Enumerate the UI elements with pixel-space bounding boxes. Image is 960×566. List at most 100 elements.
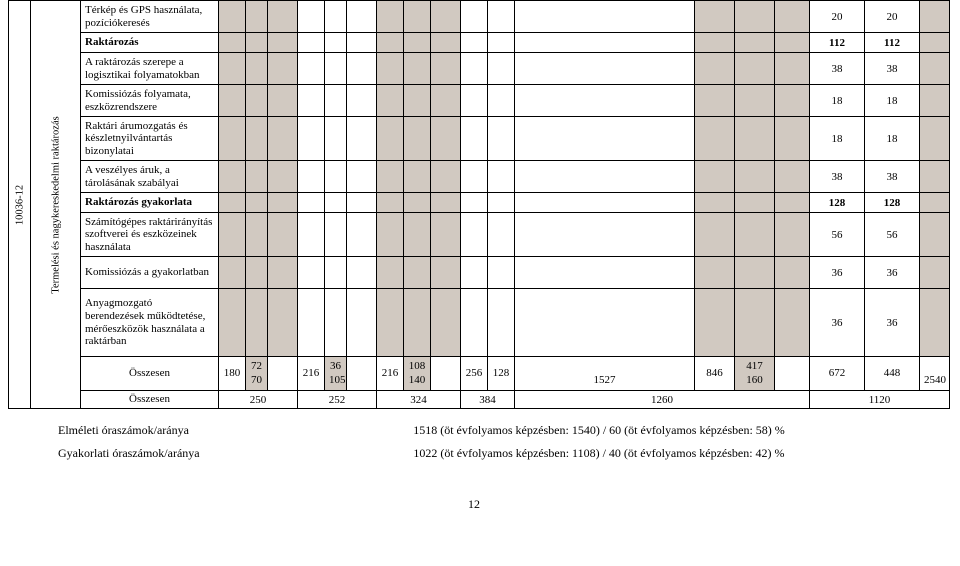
cell xyxy=(219,161,246,193)
cell xyxy=(488,257,515,289)
cell xyxy=(431,1,461,33)
cell xyxy=(775,193,810,213)
row-value-2: 36 xyxy=(865,257,920,289)
main-table: 10036-12Termelési és nagykereskedelmi ra… xyxy=(8,0,950,409)
cell xyxy=(246,53,268,85)
cell xyxy=(347,193,377,213)
sum1-val: 2540 xyxy=(924,374,946,386)
sum1-val: 1527 xyxy=(594,374,616,386)
cell xyxy=(219,33,246,53)
cell xyxy=(695,117,735,161)
row-value-1: 38 xyxy=(810,161,865,193)
sum1-val: 70 xyxy=(251,374,262,386)
footer-row-theory: Elméleti óraszámok/aránya 1518 (öt évfol… xyxy=(58,423,940,438)
cell xyxy=(488,213,515,257)
row-value-1: 38 xyxy=(810,53,865,85)
cell xyxy=(347,1,377,33)
cell xyxy=(377,53,404,85)
table-row: Anyagmozgató berendezések működtetése, m… xyxy=(9,289,950,357)
row-value-2: 36 xyxy=(865,289,920,357)
cell xyxy=(515,193,695,213)
cell xyxy=(461,213,488,257)
cell xyxy=(431,85,461,117)
sum1-val: 160 xyxy=(746,374,763,386)
cell xyxy=(325,85,347,117)
cell xyxy=(488,161,515,193)
sum1-cell: 216 xyxy=(298,357,325,391)
cell xyxy=(775,213,810,257)
cell xyxy=(775,1,810,33)
sum1-cell: 672 xyxy=(810,357,865,391)
footer-row-practice: Gyakorlati óraszámok/aránya 1022 (öt évf… xyxy=(58,446,940,461)
cell xyxy=(735,193,775,213)
cell xyxy=(431,213,461,257)
table-row: Komissiózás a gyakorlatban3636 xyxy=(9,257,950,289)
sum1-val: 216 xyxy=(303,367,320,379)
row-value-2: 38 xyxy=(865,161,920,193)
sum1-cell: 448 xyxy=(865,357,920,391)
cell xyxy=(404,213,431,257)
cell xyxy=(298,257,325,289)
cell xyxy=(219,213,246,257)
cell xyxy=(377,117,404,161)
cell xyxy=(246,213,268,257)
sum-row-2: Összesen25025232438412601120 xyxy=(9,391,950,409)
cell xyxy=(920,85,950,117)
sum1-val: 36 xyxy=(330,360,341,372)
sum2-cell: 384 xyxy=(461,391,515,409)
cell xyxy=(488,1,515,33)
row-label: Raktározás xyxy=(81,33,219,53)
side-code: 10036-12 xyxy=(14,184,25,224)
sum1-val: 448 xyxy=(884,367,901,379)
cell xyxy=(431,53,461,85)
row-value-1: 128 xyxy=(810,193,865,213)
sum2-cell: 1120 xyxy=(810,391,950,409)
cell xyxy=(298,85,325,117)
footer-theory-value: 1518 (öt évfolyamos képzésben: 1540) / 6… xyxy=(258,423,940,438)
cell xyxy=(377,85,404,117)
cell xyxy=(695,213,735,257)
cell xyxy=(404,257,431,289)
footer-practice-label: Gyakorlati óraszámok/aránya xyxy=(58,446,258,461)
sum1-val: 72 xyxy=(251,360,262,372)
cell xyxy=(347,289,377,357)
page-number: 12 xyxy=(8,497,940,512)
cell xyxy=(246,257,268,289)
cell xyxy=(488,85,515,117)
cell xyxy=(920,193,950,213)
cell xyxy=(404,53,431,85)
cell xyxy=(488,193,515,213)
table-row: A raktározás szerepe a logisztikai folya… xyxy=(9,53,950,85)
cell xyxy=(431,257,461,289)
sum1-val: 108 xyxy=(409,360,426,372)
cell xyxy=(515,85,695,117)
cell xyxy=(735,53,775,85)
cell xyxy=(347,161,377,193)
cell xyxy=(735,33,775,53)
sum1-val: 180 xyxy=(224,367,241,379)
cell xyxy=(377,257,404,289)
sum1-cell: 128 xyxy=(488,357,515,391)
cell xyxy=(515,53,695,85)
cell xyxy=(775,161,810,193)
table-row: Raktározás112112 xyxy=(9,33,950,53)
cell xyxy=(219,85,246,117)
cell xyxy=(298,53,325,85)
cell xyxy=(775,117,810,161)
row-value-1: 18 xyxy=(810,117,865,161)
cell xyxy=(347,85,377,117)
row-label: Raktári árumozgatás és készletnyilvántar… xyxy=(81,117,219,161)
cell xyxy=(246,289,268,357)
sum1-cell: 1527 xyxy=(515,357,695,391)
row-value-2: 38 xyxy=(865,53,920,85)
sum1-cell: 36105 xyxy=(325,357,347,391)
cell xyxy=(920,1,950,33)
cell xyxy=(298,193,325,213)
cell xyxy=(298,289,325,357)
cell xyxy=(461,161,488,193)
cell xyxy=(515,117,695,161)
cell xyxy=(246,33,268,53)
cell xyxy=(325,193,347,213)
sum1-cell xyxy=(347,357,377,391)
row-value-2: 56 xyxy=(865,213,920,257)
